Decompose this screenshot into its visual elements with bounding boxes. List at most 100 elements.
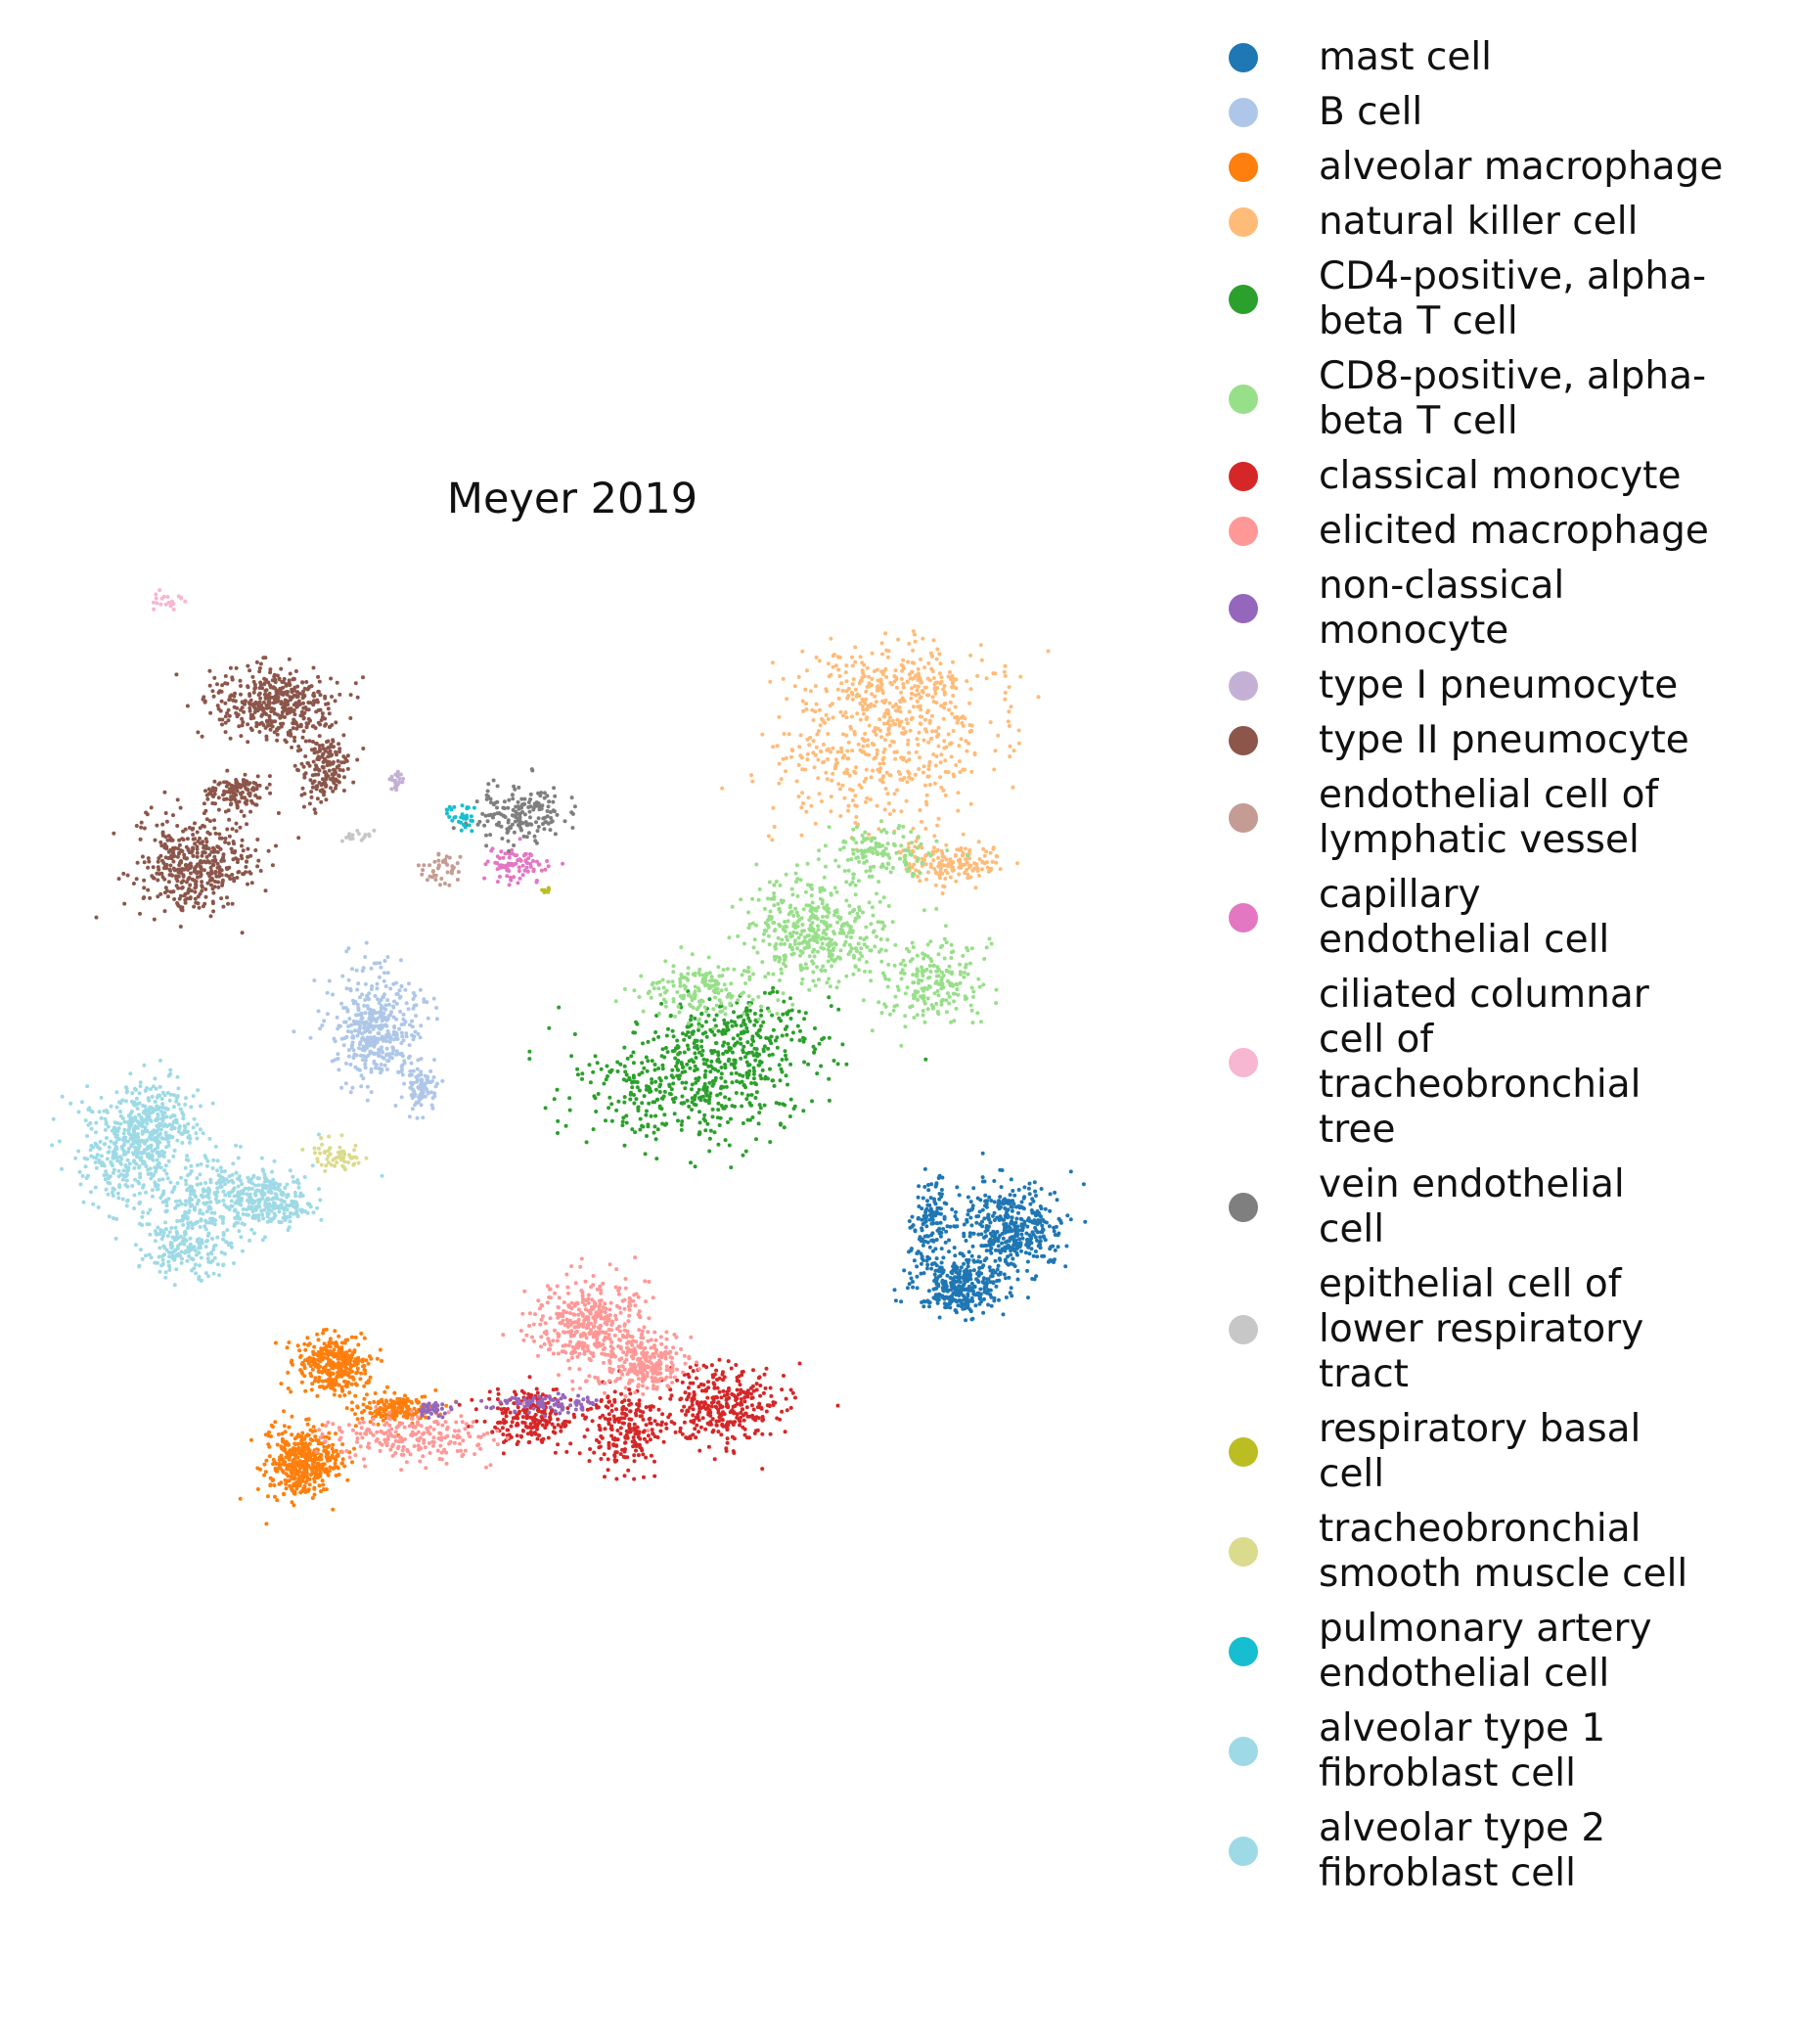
cell-point [905,946,909,951]
cell-point [344,1061,348,1066]
cell-point [686,1021,691,1025]
cell-point [850,663,855,668]
cell-point [823,969,828,973]
cell-point [1002,1272,1007,1277]
cell-point [766,1046,771,1051]
cell-point [1027,1181,1032,1186]
cell-point [963,994,967,999]
cell-point [686,1047,691,1052]
cell-point [903,848,908,852]
cell-point [978,643,983,648]
cell-point [1001,1236,1006,1241]
cell-point [801,907,806,912]
cell-point [292,1446,297,1451]
cell-point [814,655,819,659]
cell-point [632,988,637,993]
cell-point [969,1253,974,1258]
cell-point [369,966,374,971]
cell-point [709,1059,714,1064]
cell-point [878,920,883,925]
cell-point [584,1140,589,1145]
cell-point [944,1010,949,1015]
cell-point [875,934,878,939]
cell-point [870,1028,875,1033]
cell-point [694,1056,698,1060]
cell-point [723,1006,728,1011]
cell-point [851,876,856,881]
cell-point [965,749,969,753]
cell-point [277,1461,282,1466]
cell-point [837,674,842,678]
cell-point [296,1476,301,1481]
cell-point [361,1357,365,1362]
cell-point [938,760,943,765]
cell-point [953,1214,958,1219]
cell-point [373,993,378,998]
cell-point [349,1029,354,1034]
cell-point [926,740,931,745]
cell-point [826,959,831,964]
cell-point [903,1014,908,1019]
cell-point [348,1063,353,1067]
cell-point [948,1276,953,1280]
cell-point [653,1113,658,1118]
cell-point [822,875,827,880]
cell-point [862,942,867,947]
cell-point [948,875,953,880]
cell-point [355,1417,360,1422]
cell-point [270,1425,275,1430]
cell-point [1010,1294,1014,1298]
cell-point [341,1006,346,1010]
cell-point [819,749,824,753]
cell-point [368,1375,373,1380]
cell-point [394,1052,399,1057]
cell-point [859,678,864,683]
cell-point [718,1405,723,1410]
cell-point [372,1059,377,1064]
cell-point [778,883,783,887]
cell-point [645,1084,649,1089]
cell-point [833,858,838,863]
cell-point [920,1226,924,1231]
cell-point [901,663,905,668]
cell-point [977,1265,982,1270]
cell-point [1007,1275,1011,1280]
cell-point [1039,1230,1043,1235]
cell-point [789,886,794,891]
cell-point [813,1026,817,1030]
cell-point [425,1077,429,1082]
cell-point [920,856,924,861]
cell-point [958,1280,963,1285]
cell-point [693,1427,697,1431]
cell-point [331,1450,336,1454]
cell-point [853,820,858,825]
cell-point [893,942,898,947]
cell-point [311,1425,316,1430]
cell-point [844,663,849,668]
cell-point [638,1116,643,1121]
cell-point [813,684,818,689]
cell-point [946,674,951,679]
cell-point [1011,1256,1015,1261]
cell-point [620,1123,625,1128]
cell-point [965,1219,969,1224]
cell-point [771,985,776,990]
cell-point [747,977,752,981]
cell-point [850,692,855,697]
cell-point [321,1482,326,1487]
cell-point [794,779,799,784]
cell-point [676,1052,681,1057]
cell-point [916,997,920,1002]
cell-point [805,751,810,756]
cell-point [667,1082,672,1087]
cell-point [1003,1197,1007,1202]
cell-point [632,1075,636,1080]
cell-point [848,925,853,930]
cell-point [844,898,849,903]
cell-point [614,1108,619,1113]
cell-point [646,1039,651,1044]
cell-point [901,755,906,760]
cell-point [399,984,404,989]
cell-point [921,996,924,1000]
cell-point [730,1050,735,1055]
